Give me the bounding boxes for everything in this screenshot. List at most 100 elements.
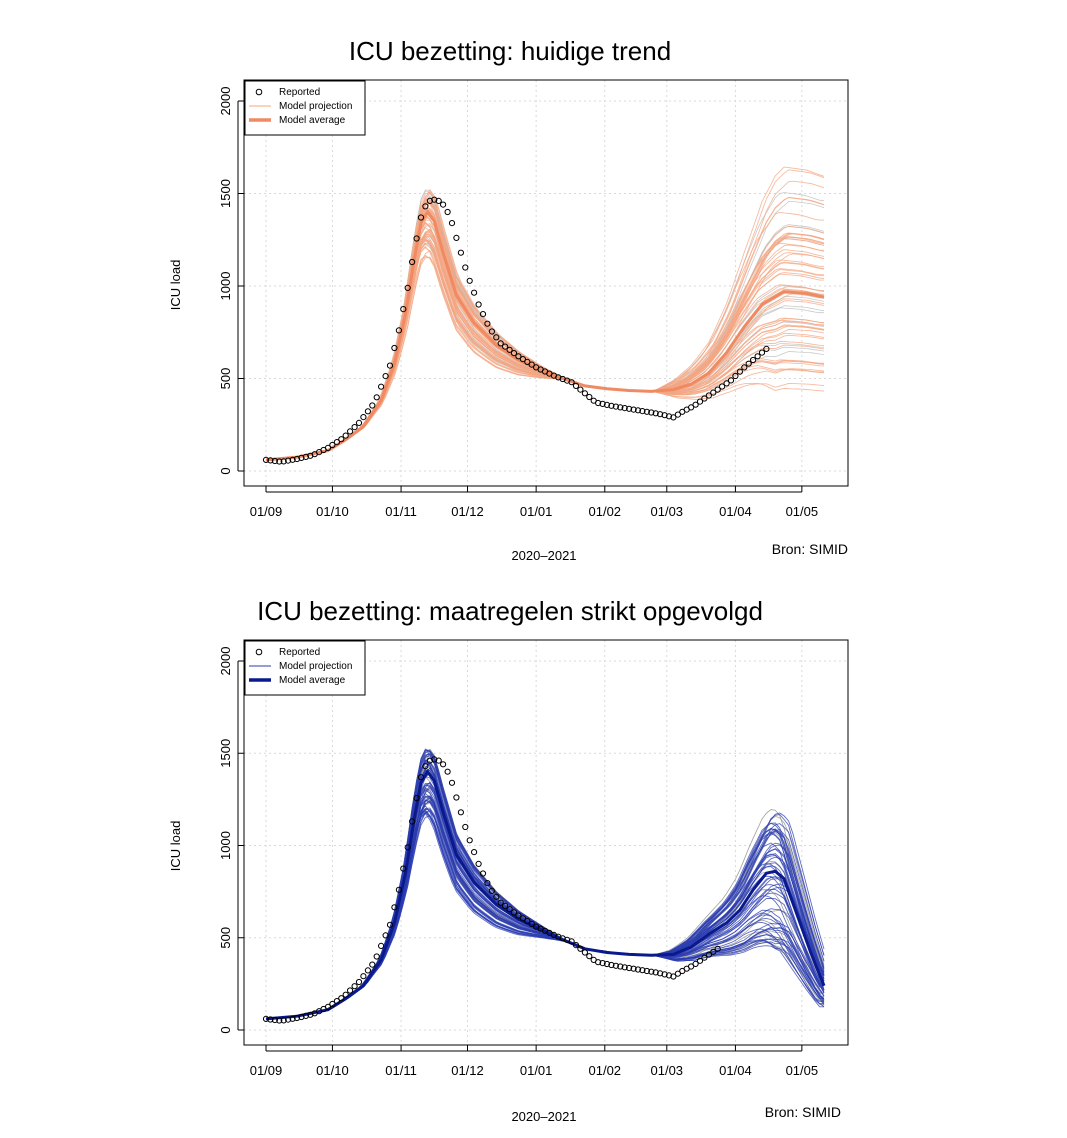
reported-point [502, 343, 509, 350]
reported-point [440, 201, 447, 208]
reported-point [506, 346, 513, 353]
reported-point [262, 456, 270, 463]
reported-point [603, 401, 611, 408]
reported-point [382, 932, 389, 939]
reported-point [475, 860, 482, 867]
x-tick-label: 01/05 [786, 504, 819, 519]
reported-point [276, 458, 283, 465]
legend-entry: Reported [279, 647, 320, 658]
reported-point [471, 289, 478, 296]
reported-point [333, 998, 340, 1005]
model-projection-line [265, 195, 825, 461]
reported-point [324, 444, 332, 451]
reported-point [502, 902, 509, 909]
reported-point [665, 413, 673, 420]
reported-point [639, 967, 646, 974]
reported-point [577, 945, 584, 952]
reported-point [626, 964, 633, 972]
reported-point [586, 393, 593, 401]
x-tick-label: 01/12 [451, 504, 484, 519]
reported-point [386, 921, 394, 928]
reported-point [293, 1014, 301, 1022]
reported-point [736, 368, 744, 375]
reported-point [634, 966, 642, 973]
reported-point [643, 967, 651, 975]
reported-point [417, 774, 425, 781]
reported-point [373, 953, 380, 960]
reported-point [595, 959, 602, 966]
plot-frame [243, 639, 849, 1046]
reported-point [581, 390, 589, 397]
reported-point [524, 358, 531, 365]
reported-point [382, 373, 389, 380]
reported-point [758, 349, 766, 356]
reported-point [630, 965, 637, 972]
reported-point [648, 968, 655, 975]
reported-point [643, 408, 651, 415]
reported-point [435, 757, 442, 764]
reported-point [431, 756, 438, 763]
model-average-line [265, 209, 825, 462]
reported-point [519, 915, 527, 922]
chart-svg-maatregelen: ICU bezetting: maatregelen strikt opgevo… [168, 596, 849, 1124]
reported-point [280, 458, 287, 465]
reported-point [484, 880, 491, 887]
reported-point [369, 402, 376, 409]
reported-point [369, 961, 376, 968]
x-axis-label: 2020–2021 [511, 548, 576, 563]
reported-point [409, 258, 416, 266]
reported-point [285, 1016, 292, 1023]
y-tick-label: 1500 [218, 179, 233, 208]
reported-point [493, 334, 500, 341]
reported-point [661, 971, 668, 978]
x-tick-label: 01/11 [385, 504, 417, 519]
model-projection-line [265, 197, 825, 461]
reported-point [479, 311, 487, 318]
reported-point [417, 214, 425, 221]
reported-point [276, 1017, 283, 1024]
reported-point [568, 938, 575, 945]
x-tick-label: 01/01 [520, 504, 553, 519]
reported-point [289, 456, 296, 463]
reported-point [674, 411, 682, 418]
reported-point [355, 978, 363, 986]
y-tick-label: 1000 [218, 831, 233, 860]
reported-point [267, 1016, 274, 1023]
model-projection-line [265, 245, 824, 461]
model-projection-line [265, 765, 825, 1020]
reported-point [515, 353, 522, 360]
reported-point [329, 1000, 336, 1008]
reported-point [727, 377, 735, 384]
reported-point [400, 306, 407, 313]
source-label: Bron: SIMID [772, 541, 848, 557]
reported-point [426, 197, 433, 204]
x-tick-label: 01/10 [316, 1063, 349, 1078]
reported-point [714, 945, 721, 952]
reported-point [652, 969, 659, 976]
reported-point [617, 963, 624, 970]
reported-point [338, 995, 345, 1002]
reported-point [754, 353, 761, 360]
reported-point [688, 963, 695, 970]
reported-point [422, 763, 429, 770]
reported-point [710, 389, 717, 396]
reported-point [457, 809, 464, 816]
reported-point [293, 455, 301, 463]
model-projection-line [265, 805, 824, 1020]
legend: Reported Model projection Model average [244, 80, 366, 136]
model-projection-line [265, 169, 825, 461]
chart-panel-maatregelen: ICU bezetting: maatregelen strikt opgevo… [0, 569, 1067, 1138]
legend: Reported Model projection Model average [244, 640, 366, 696]
legend-marker-reported [255, 648, 263, 656]
reported-point [262, 1015, 270, 1022]
reported-point [510, 350, 518, 357]
model-projection-line [265, 767, 825, 1020]
reported-point [723, 380, 730, 387]
reported-point [581, 949, 589, 956]
reported-point [373, 394, 380, 401]
x-tick-label: 01/05 [786, 1063, 819, 1078]
model-projection-line [265, 230, 825, 461]
reported-point [488, 328, 495, 335]
reported-point [285, 457, 292, 464]
reported-point [705, 951, 713, 958]
